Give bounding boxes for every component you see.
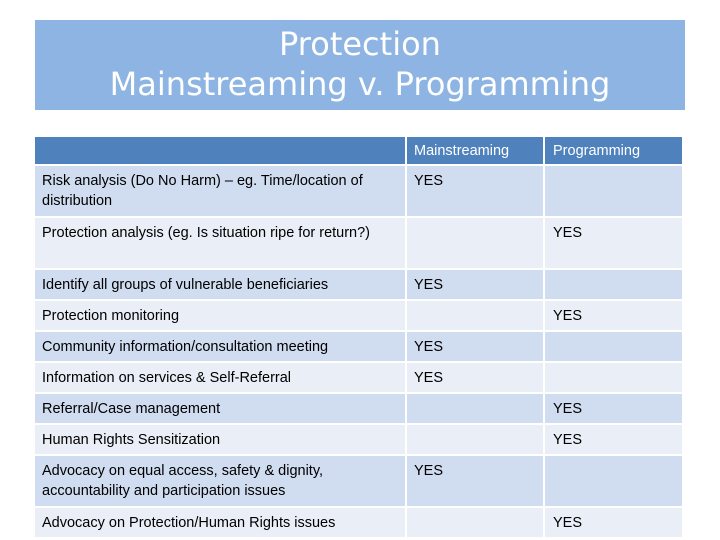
table-row: Risk analysis (Do No Harm) – eg. Time/lo… <box>35 166 682 218</box>
programming-cell <box>545 332 682 363</box>
table-row: Protection monitoring YES <box>35 301 682 332</box>
programming-cell <box>545 166 682 218</box>
programming-cell: YES <box>545 508 682 539</box>
mainstreaming-cell <box>407 394 545 425</box>
table-row: Protection analysis (eg. Is situation ri… <box>35 218 682 270</box>
slide-title: Protection Mainstreaming v. Programming <box>35 20 685 104</box>
programming-cell: YES <box>545 394 682 425</box>
programming-cell: YES <box>545 218 682 270</box>
comparison-table: Mainstreaming Programming Risk analysis … <box>35 137 682 539</box>
mainstreaming-cell <box>407 218 545 270</box>
table-row: Referral/Case management YES <box>35 394 682 425</box>
title-band <box>35 20 685 110</box>
table-header-row: Mainstreaming Programming <box>35 137 682 166</box>
activity-cell: Community information/consultation meeti… <box>35 332 407 363</box>
mainstreaming-cell: YES <box>407 456 545 508</box>
activity-cell: Advocacy on Protection/Human Rights issu… <box>35 508 407 539</box>
activity-cell: Identify all groups of vulnerable benefi… <box>35 270 407 301</box>
table-row: Advocacy on equal access, safety & digni… <box>35 456 682 508</box>
mainstreaming-cell <box>407 425 545 456</box>
programming-cell <box>545 363 682 394</box>
header-cell-mainstreaming: Mainstreaming <box>407 137 545 166</box>
table-row: Information on services & Self-Referral … <box>35 363 682 394</box>
table-row: Identify all groups of vulnerable benefi… <box>35 270 682 301</box>
mainstreaming-cell: YES <box>407 363 545 394</box>
mainstreaming-cell <box>407 508 545 539</box>
header-cell-programming: Programming <box>545 137 682 166</box>
mainstreaming-cell: YES <box>407 270 545 301</box>
title-line-2: Mainstreaming v. Programming <box>109 65 611 103</box>
programming-cell <box>545 270 682 301</box>
header-cell-activity <box>35 137 407 166</box>
mainstreaming-cell: YES <box>407 332 545 363</box>
activity-cell: Risk analysis (Do No Harm) – eg. Time/lo… <box>35 166 407 218</box>
activity-cell: Protection monitoring <box>35 301 407 332</box>
activity-cell: Human Rights Sensitization <box>35 425 407 456</box>
mainstreaming-cell: YES <box>407 166 545 218</box>
mainstreaming-cell <box>407 301 545 332</box>
programming-cell: YES <box>545 301 682 332</box>
table-row: Human Rights Sensitization YES <box>35 425 682 456</box>
activity-cell: Referral/Case management <box>35 394 407 425</box>
activity-cell: Advocacy on equal access, safety & digni… <box>35 456 407 508</box>
activity-cell: Information on services & Self-Referral <box>35 363 407 394</box>
activity-cell: Protection analysis (eg. Is situation ri… <box>35 218 407 270</box>
programming-cell: YES <box>545 425 682 456</box>
table-row: Advocacy on Protection/Human Rights issu… <box>35 508 682 539</box>
table-row: Community information/consultation meeti… <box>35 332 682 363</box>
programming-cell <box>545 456 682 508</box>
title-line-1: Protection <box>279 25 441 63</box>
